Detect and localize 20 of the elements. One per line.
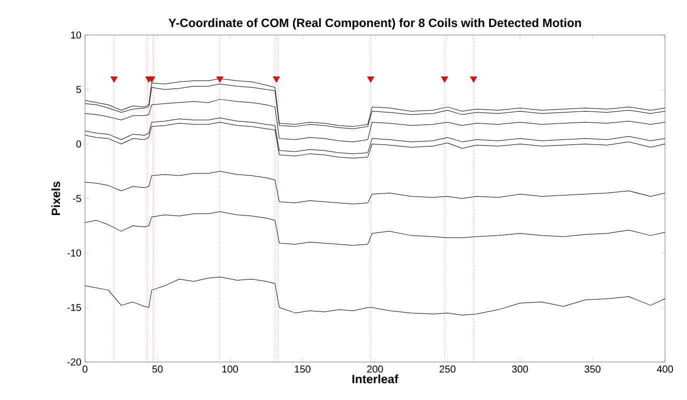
y-tick-label: -15	[67, 304, 82, 311]
x-tick-label: 0	[82, 366, 88, 373]
x-tick-label: 50	[152, 366, 163, 373]
x-tick-label: 150	[294, 366, 310, 373]
y-tick-label: 0	[76, 140, 82, 148]
x-tick-label: 350	[584, 366, 600, 373]
x-tick-label: 250	[440, 366, 456, 373]
x-tick-label: 300	[512, 366, 528, 373]
x-tick-label: 400	[656, 366, 673, 373]
y-tick-label: -20	[67, 358, 82, 366]
y-tick-label: 5	[76, 86, 82, 93]
line-series	[85, 276, 666, 316]
y-axis-title: Pixels	[51, 182, 60, 216]
x-tick-label: 100	[222, 366, 238, 373]
y-tick-label: -5	[73, 195, 82, 202]
x-axis-title: Interleaf	[352, 374, 398, 384]
y-tick-label: -10	[67, 249, 82, 257]
x-tick-label: 200	[367, 366, 383, 373]
chart-title: Y-Coordinate of COM (Real Component) for 8 Coils with Detected Motion	[168, 18, 581, 30]
y-tick-label: 10	[71, 31, 82, 39]
